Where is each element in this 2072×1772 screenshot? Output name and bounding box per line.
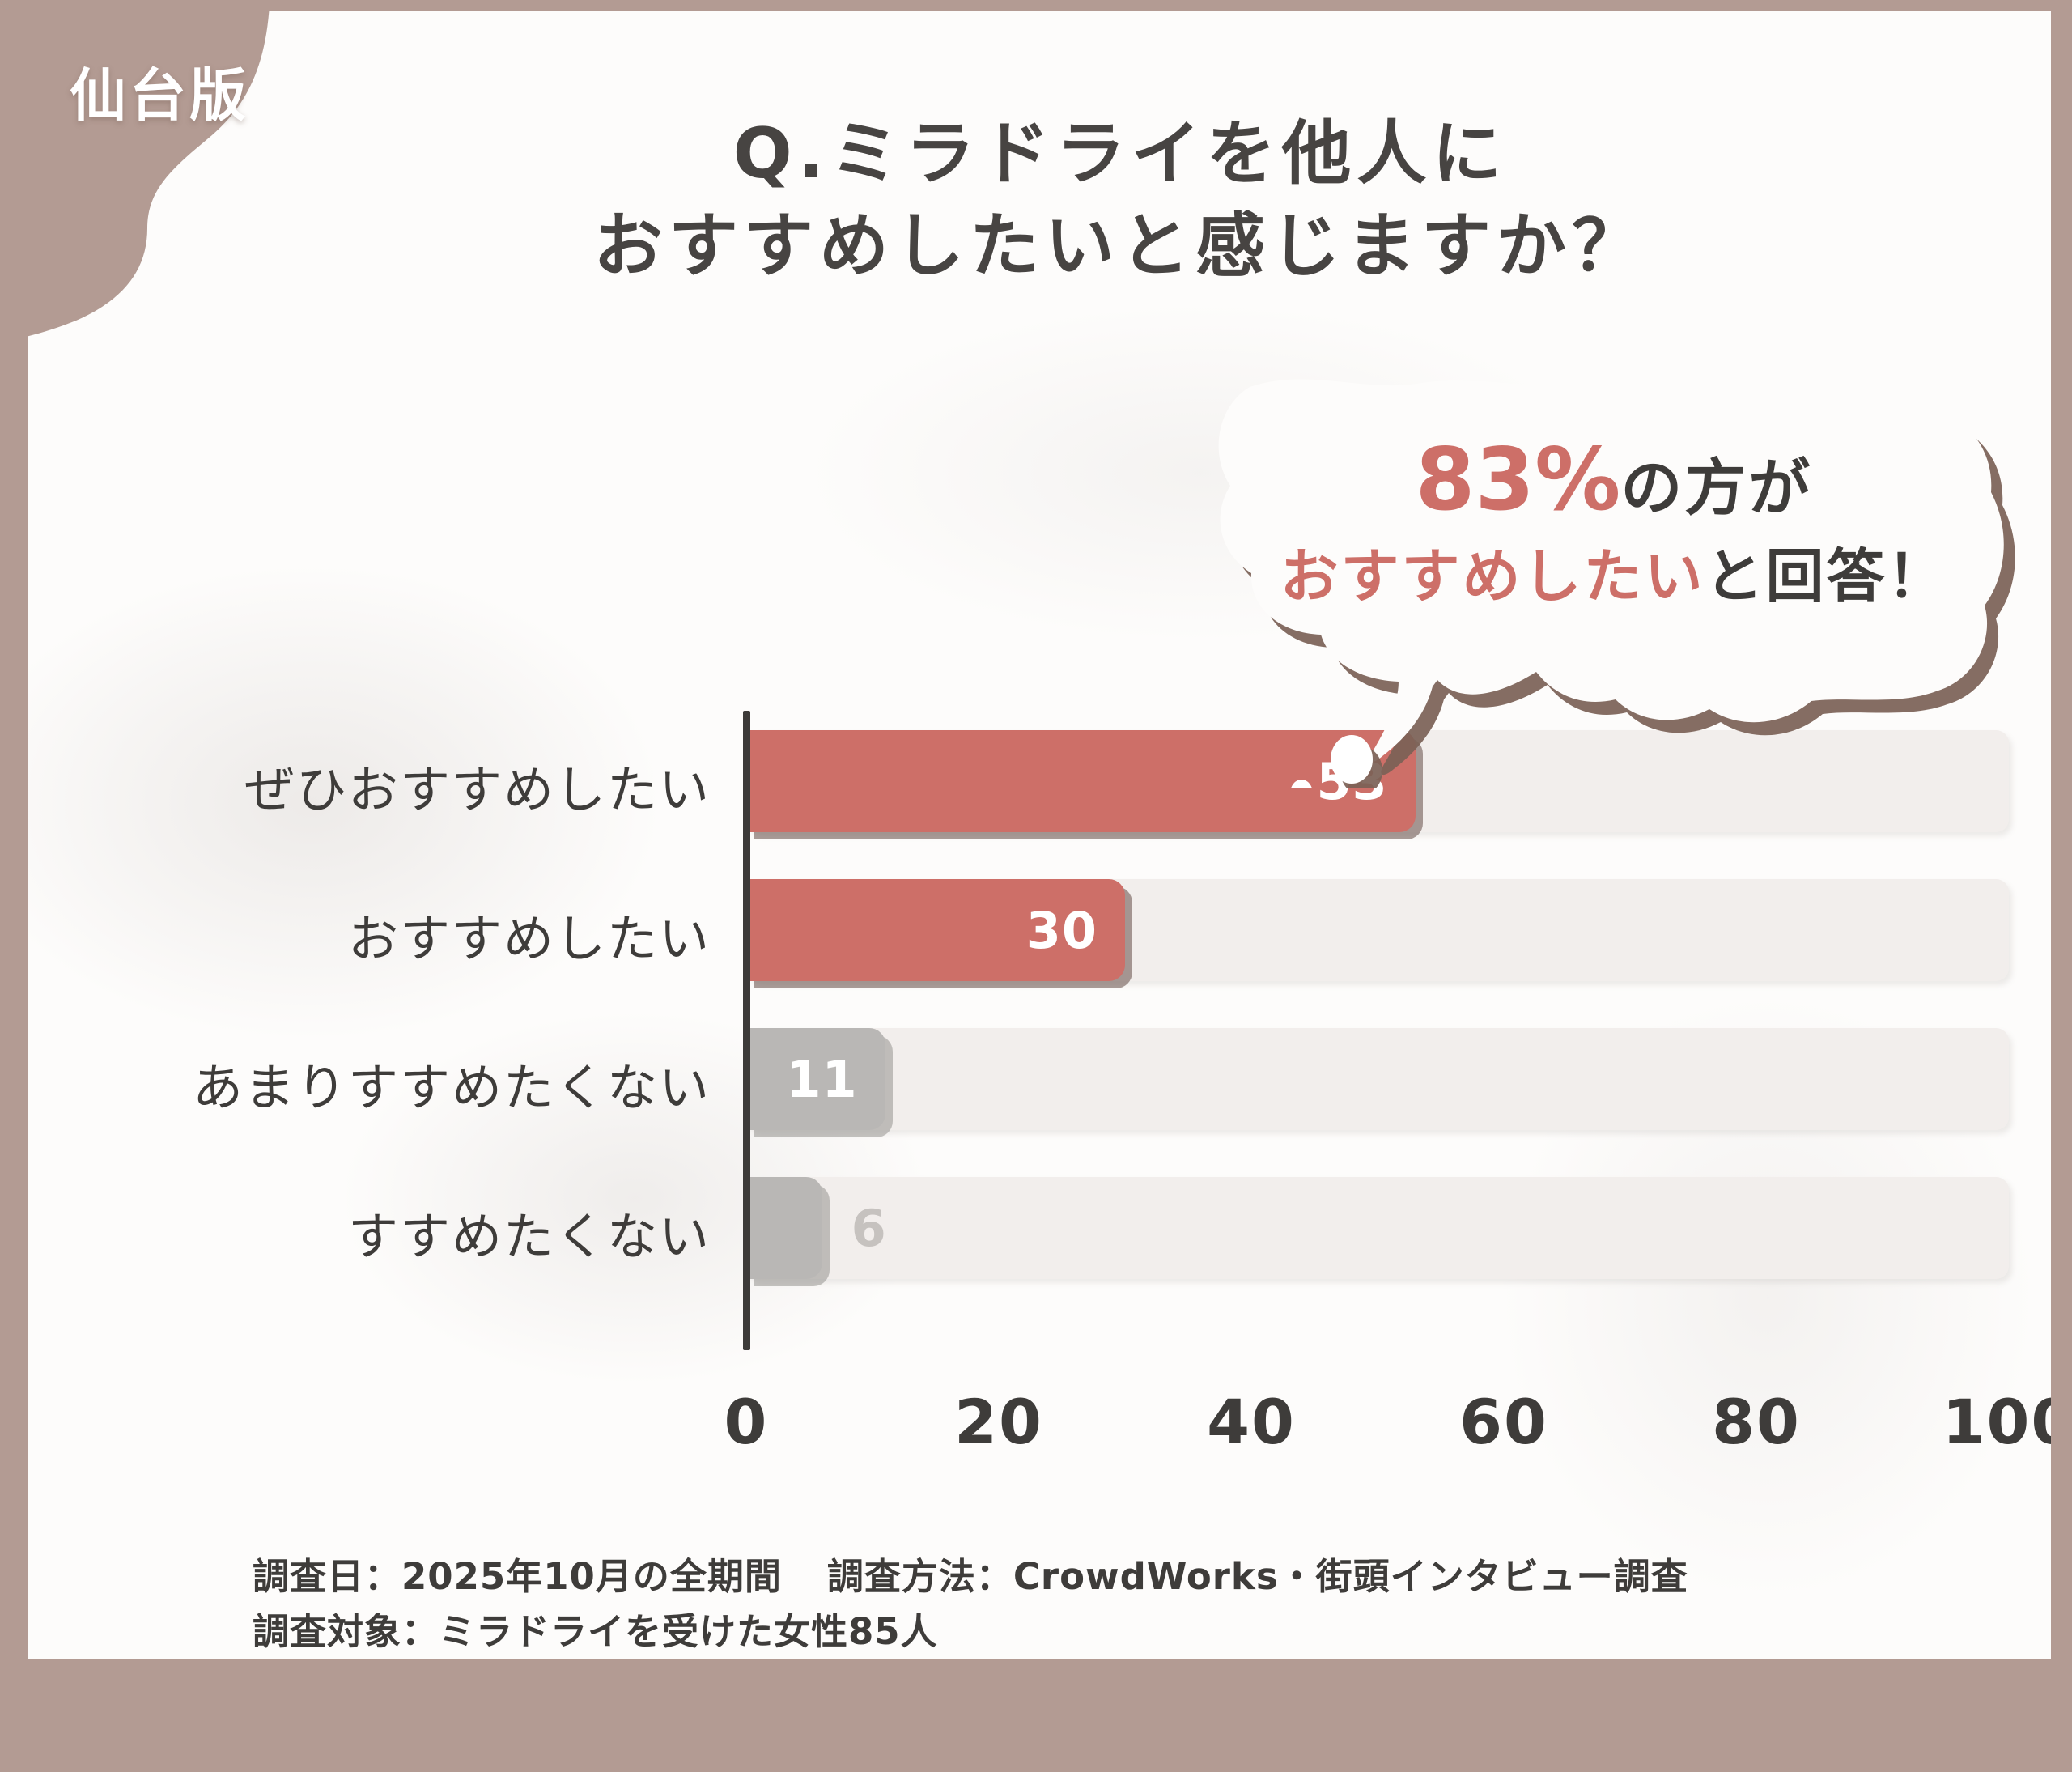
category-label: あまりすすめたくない [192, 1058, 711, 1117]
bar: 6 [746, 1177, 886, 1279]
chart-row: すすめたくない 6 [28, 1162, 2051, 1302]
callout-line-2-rest: と回答！ [1705, 542, 1948, 610]
category-label: ぜひおすすめしたい [244, 760, 711, 819]
title-line-2: おすすめしたいと感じますか？ [593, 205, 1647, 287]
y-axis-line [743, 711, 750, 1350]
page-title: Q.ミラドライを他人に おすすめしたいと感じますか？ [416, 108, 1824, 292]
bar: 30 [746, 879, 1125, 981]
chart-row: おすすめしたい 30 [28, 865, 2051, 1004]
bar-value-label: 11 [786, 1049, 858, 1109]
callout-percent: 83% [1415, 430, 1621, 529]
survey-method: 調査方法：CrowdWorks・街頭インタビュー調査 [826, 1555, 1688, 1598]
callout-bubble: 83%の方が おすすめしたいと回答！ [1193, 368, 2051, 788]
badge-label: 仙台版 [70, 62, 249, 129]
callout-bubble-shape [1218, 379, 2015, 788]
callout-line-1-rest: の方が [1620, 452, 1813, 524]
footer-line-2: 調査対象：ミラドライを受けた女性85人 [253, 1604, 1688, 1659]
x-tick: 0 [724, 1386, 769, 1458]
x-tick: 60 [1459, 1386, 1548, 1458]
category-label: おすすめしたい [347, 909, 711, 968]
survey-date: 調査日：2025年10月の全期間 [253, 1555, 782, 1598]
x-tick: 100 [1942, 1386, 2051, 1458]
infographic-card: 仙台版 Q.ミラドライを他人に おすすめしたいと感じますか？ 83%の方 [28, 11, 2051, 1659]
category-label: すすめたくない [347, 1207, 711, 1266]
chart-row: あまりすすめたくない 11 [28, 1013, 2051, 1153]
callout-line-2: おすすめしたいと回答！ [1193, 547, 2035, 606]
x-tick: 20 [954, 1386, 1043, 1458]
bar-value-label: 30 [1025, 900, 1098, 960]
callout-text: 83%の方が おすすめしたいと回答！ [1193, 437, 2035, 606]
bar-track [746, 1028, 2009, 1130]
bar-track [746, 1177, 2009, 1279]
callout-highlight: おすすめしたい [1280, 542, 1705, 610]
bar-value-label: 6 [851, 1198, 887, 1258]
title-line-1: Q.ミラドライを他人に [732, 113, 1508, 194]
footer-line-1: 調査日：2025年10月の全期間 調査方法：CrowdWorks・街頭インタビュー… [253, 1549, 1688, 1604]
x-axis: 0 20 40 60 80 100 [724, 1386, 2051, 1475]
callout-line-1: 83%の方が [1193, 437, 2035, 523]
survey-target: 調査対象：ミラドライを受けた女性85人 [253, 1610, 938, 1654]
x-tick: 80 [1712, 1386, 1801, 1458]
x-tick: 40 [1207, 1386, 1296, 1458]
bar: 11 [746, 1028, 885, 1130]
bar-chart: ぜひおすすめしたい 53 おすすめしたい 30 あまりすすめたくない 11 [28, 716, 2051, 1347]
footer-notes: 調査日：2025年10月の全期間 調査方法：CrowdWorks・街頭インタビュー… [253, 1549, 1688, 1659]
